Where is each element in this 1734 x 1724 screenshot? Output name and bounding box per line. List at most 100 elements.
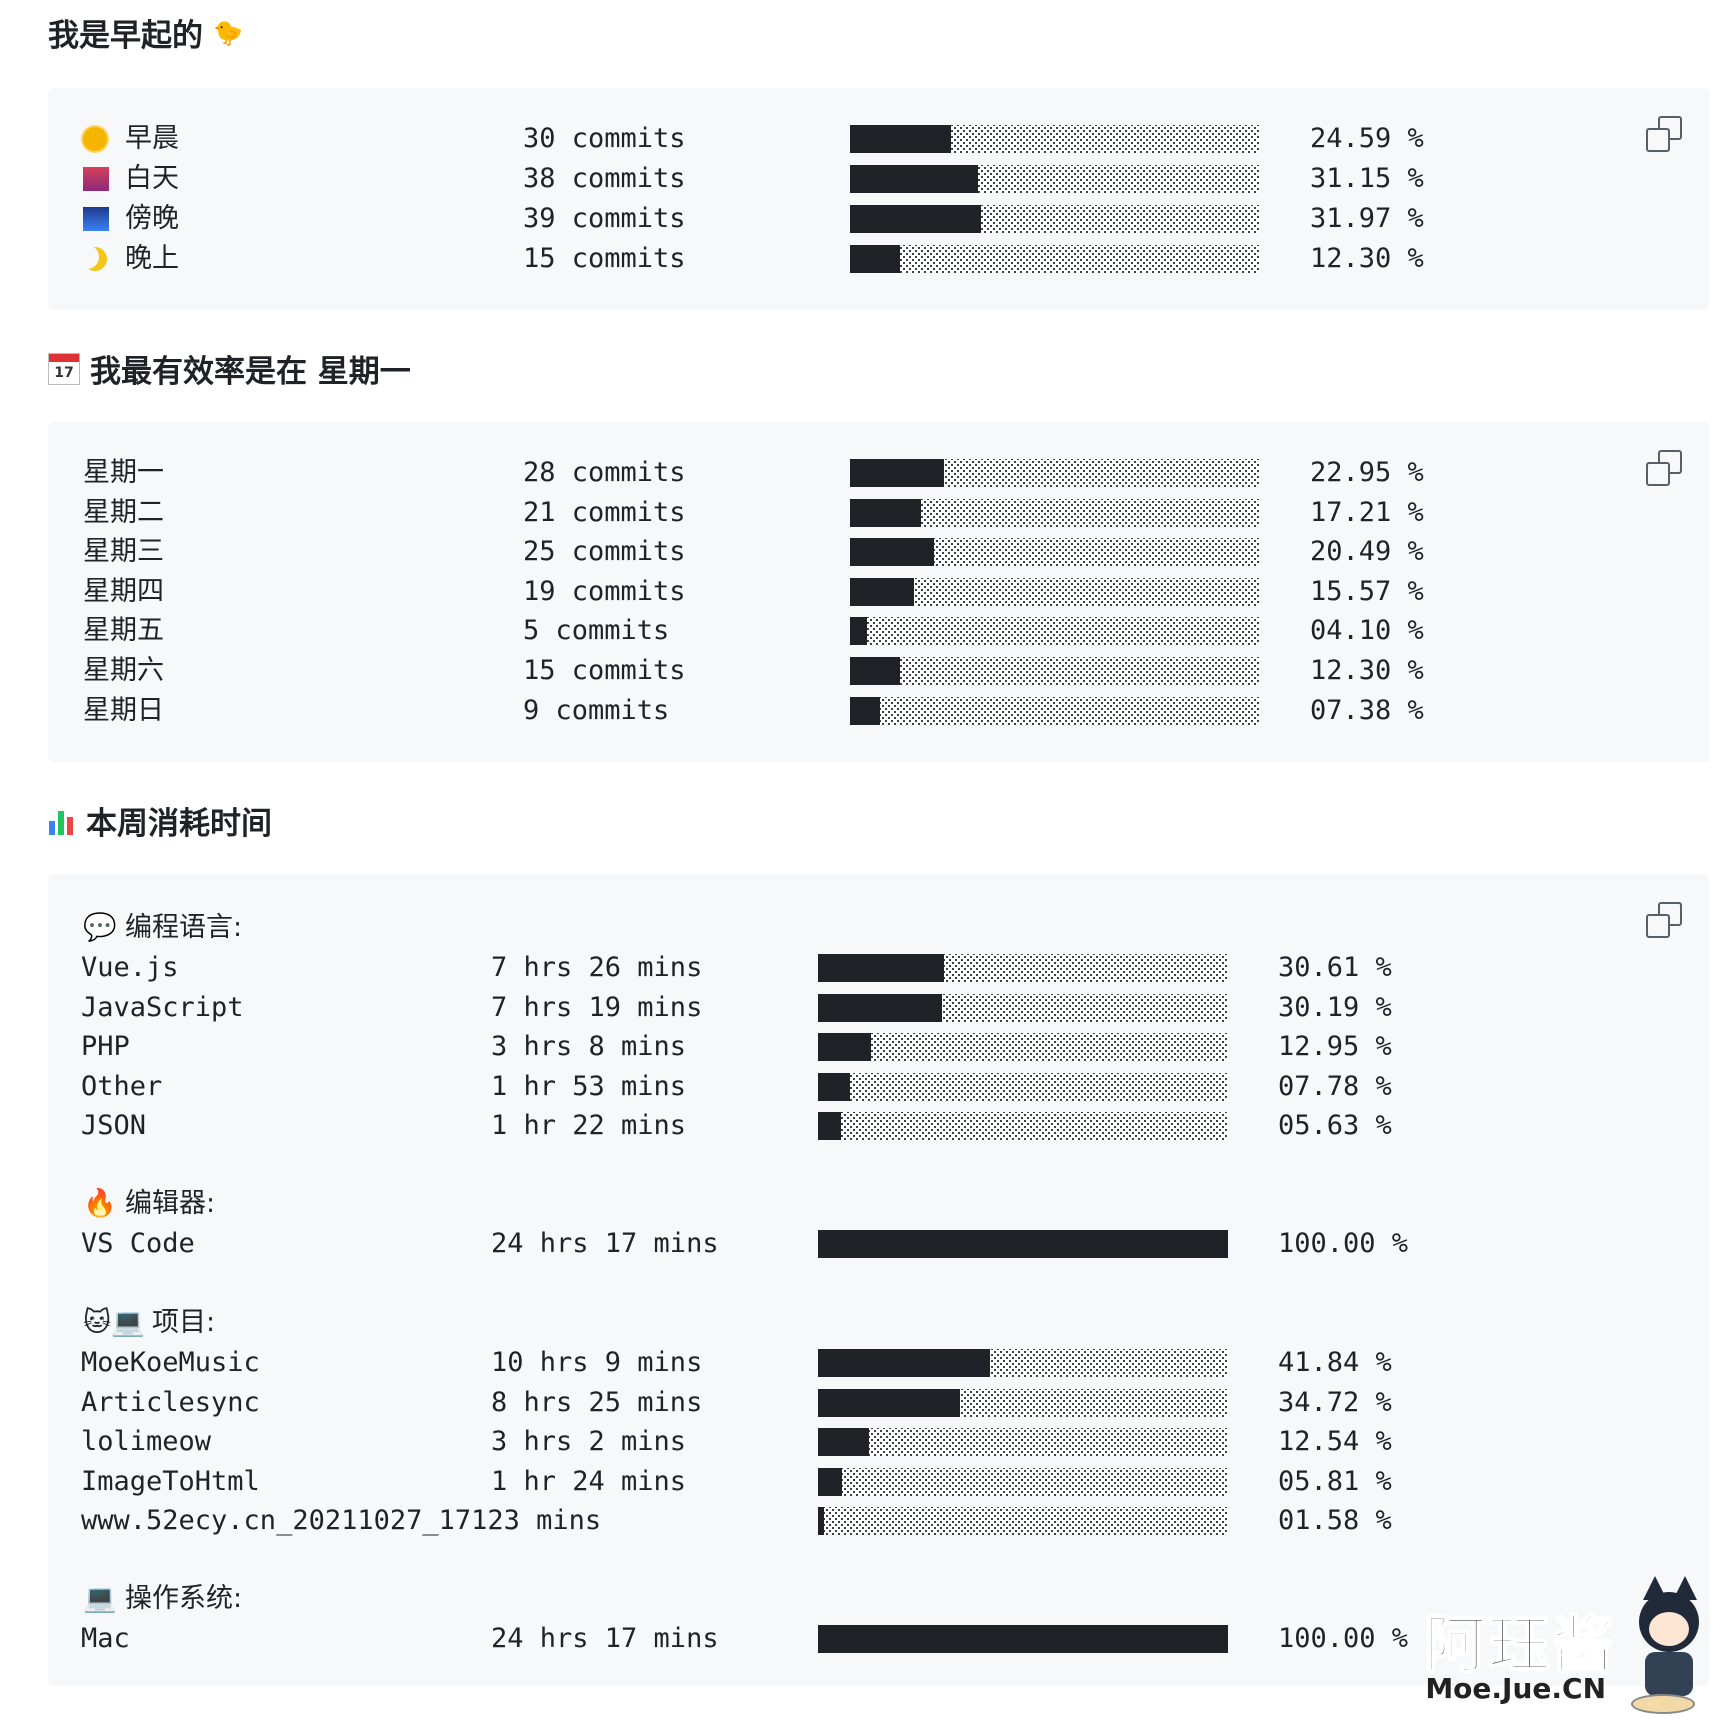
progress-bar <box>850 459 1260 487</box>
progress-bar <box>850 696 1260 725</box>
percentage: 41.84 % <box>1278 1347 1392 1378</box>
percentage: 04.10 % <box>1310 615 1424 647</box>
watermark-subtitle: Moe.Jue.CN <box>1425 1672 1606 1705</box>
progress-bar <box>818 954 1228 982</box>
weekday-label: 星期日 <box>83 694 164 726</box>
bar-fill <box>818 1625 1228 1653</box>
percentage: 07.78 % <box>1278 1070 1392 1102</box>
item-name: PHP <box>81 1031 130 1063</box>
progress-bar <box>850 245 1260 273</box>
commit-count: 25 commits <box>523 536 686 568</box>
percentage: 20.49 % <box>1310 536 1424 568</box>
percentage: 17.21 % <box>1310 496 1424 528</box>
progress-bar <box>850 577 1260 606</box>
bar-fill <box>850 459 945 487</box>
progress-bar <box>850 205 1260 233</box>
group-emoji-speech-bubble-icon: 💬 <box>83 912 117 943</box>
commit-count: 15 commits <box>523 655 686 686</box>
commit-count: 39 commits <box>523 203 686 234</box>
copy-icon[interactable] <box>1646 902 1682 938</box>
dusk-icon <box>83 207 109 231</box>
bar-fill <box>850 577 914 606</box>
bar-fill <box>850 165 978 193</box>
percentage: 12.95 % <box>1278 1031 1392 1063</box>
group-label: 操作系统: <box>125 1583 243 1614</box>
commit-count: 38 commits <box>523 163 686 194</box>
weekday-label: 星期四 <box>83 575 164 607</box>
commit-count: 5 commits <box>523 615 670 647</box>
percentage: 100.00 % <box>1278 1623 1409 1654</box>
bar-fill <box>818 1388 961 1417</box>
bar-fill <box>850 538 934 567</box>
item-name: Mac <box>81 1623 130 1654</box>
percentage: 07.38 % <box>1310 694 1424 726</box>
progress-bar <box>818 1507 1228 1536</box>
time-spent: 1 hr 24 mins <box>491 1465 687 1497</box>
progress-bar <box>818 1230 1228 1258</box>
progress-bar <box>818 1625 1228 1653</box>
item-name: lolimeow <box>81 1426 212 1458</box>
time-spent: 24 hrs 17 mins <box>491 1228 719 1259</box>
percentage: 34.72 % <box>1278 1386 1392 1418</box>
item-name: MoeKoeMusic <box>81 1347 260 1378</box>
time-spent: 3 hrs 2 mins <box>491 1426 687 1458</box>
percentage: 15.57 % <box>1310 575 1424 607</box>
commit-count: 30 commits <box>523 123 686 154</box>
commit-count: 21 commits <box>523 496 686 528</box>
percentage: 01.58 % <box>1278 1505 1392 1537</box>
city-icon <box>83 167 109 191</box>
percentage: 12.30 % <box>1310 243 1424 274</box>
copy-icon[interactable] <box>1646 450 1682 486</box>
progress-bar <box>818 1033 1228 1062</box>
bar-fill <box>818 1230 1228 1258</box>
time-of-day-label: 早晨 <box>125 123 179 154</box>
percentage: 24.59 % <box>1310 123 1424 154</box>
item-name: Vue.js <box>81 952 179 983</box>
bar-fill <box>850 245 901 273</box>
moon-icon <box>83 247 107 271</box>
progress-bar <box>818 993 1228 1022</box>
time-of-day-label: 傍晚 <box>125 203 179 234</box>
progress-bar <box>850 125 1260 153</box>
group-emoji-cat-laptop-icon: 🐱💻 <box>83 1307 145 1338</box>
item-name: JavaScript <box>81 991 244 1023</box>
time-spent: 24 hrs 17 mins <box>491 1623 719 1654</box>
item-name: Other <box>81 1070 163 1102</box>
time-heading-title: 本周消耗时间 <box>86 806 272 842</box>
bar-fill <box>818 954 944 982</box>
item-name: Articlesync <box>81 1386 260 1418</box>
calendar-icon: 17 <box>48 352 80 385</box>
bar-fill <box>850 696 881 725</box>
weekday-label: 星期五 <box>83 615 164 647</box>
time-spent: 1 hr 53 mins <box>491 1070 687 1102</box>
early-heading: 我是早起的 🐤 <box>48 10 243 55</box>
time-spent: 7 hrs 26 mins <box>491 952 703 983</box>
group-emoji-laptop-icon: 💻 <box>83 1583 117 1614</box>
percentage: 31.15 % <box>1310 163 1424 194</box>
sun-icon <box>83 127 107 151</box>
progress-bar <box>850 617 1260 646</box>
progress-bar <box>818 1072 1228 1101</box>
group-emoji-fire-icon: 🔥 <box>83 1188 117 1219</box>
bar-fill <box>850 498 921 527</box>
copy-icon[interactable] <box>1646 116 1682 152</box>
bar-fill <box>818 1033 872 1062</box>
watermark-title: 阿珏酱 <box>1423 1607 1616 1682</box>
watermark-logo: 阿珏酱 Moe.Jue.CN <box>1423 1568 1726 1718</box>
progress-bar <box>850 657 1260 685</box>
early-code-block <box>48 88 1710 310</box>
bar-fill <box>818 1072 850 1101</box>
bar-fill <box>850 205 982 233</box>
group-label: 编辑器: <box>125 1188 216 1219</box>
weekday-heading: 17 我最有效率是在 星期一 <box>48 346 411 391</box>
commit-count: 19 commits <box>523 575 686 607</box>
percentage: 30.61 % <box>1278 952 1392 983</box>
time-spent: 3 hrs 8 mins <box>491 1031 687 1063</box>
bar-fill <box>818 1112 842 1141</box>
progress-bar <box>818 1112 1228 1141</box>
chick-icon: 🐤 <box>213 18 243 47</box>
weekday-label: 星期二 <box>83 496 164 528</box>
progress-bar <box>818 1428 1228 1457</box>
bar-fill <box>818 1467 842 1496</box>
item-name: www.52ecy.cn_20211027_17123 mins <box>81 1505 602 1537</box>
